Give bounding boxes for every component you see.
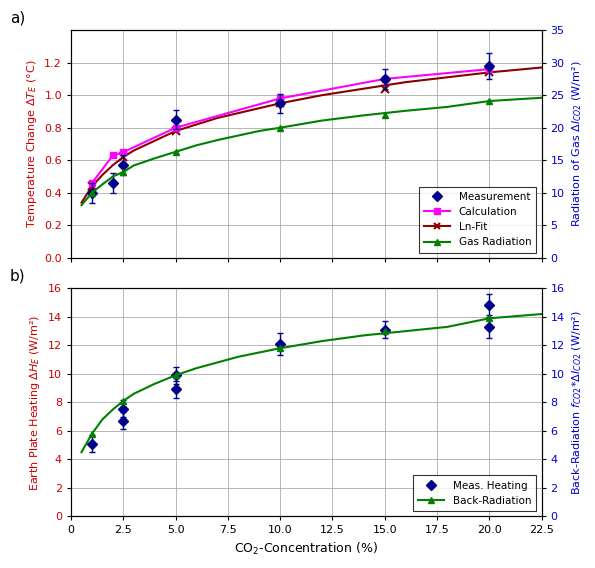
- Y-axis label: Back-Radiation $f_{CO2}$*Δ$I_{CO2}$ (W/m²): Back-Radiation $f_{CO2}$*Δ$I_{CO2}$ (W/m…: [570, 310, 584, 495]
- Y-axis label: Temperature Change Δ$T_E$ (°C): Temperature Change Δ$T_E$ (°C): [25, 60, 39, 228]
- Legend: Meas. Heating, Back-Radiation: Meas. Heating, Back-Radiation: [413, 475, 536, 511]
- Y-axis label: Earth Plate Heating Δ$H_E$ (W/m²): Earth Plate Heating Δ$H_E$ (W/m²): [29, 314, 42, 491]
- X-axis label: CO$_2$-Concentration (%): CO$_2$-Concentration (%): [234, 541, 378, 557]
- Y-axis label: Radiation of Gas Δ$I_{CO2}$ (W/m²): Radiation of Gas Δ$I_{CO2}$ (W/m²): [570, 61, 584, 227]
- Text: b): b): [10, 269, 26, 284]
- Legend: Measurement, Calculation, Ln-Fit, Gas Radiation: Measurement, Calculation, Ln-Fit, Gas Ra…: [419, 187, 536, 253]
- Text: a): a): [10, 11, 25, 26]
